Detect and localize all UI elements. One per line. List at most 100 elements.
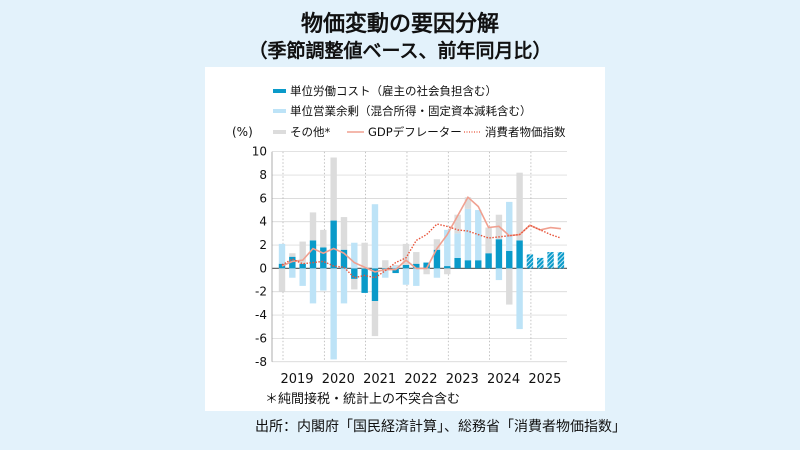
surplus-bar (351, 242, 358, 269)
surplus-bar (495, 268, 503, 281)
other-bar (289, 253, 296, 257)
source-note: 出所：内閣府「国民経済計算」、総務省「消費者物価指数」 (255, 419, 626, 435)
labor-cost-bar (557, 252, 565, 269)
labor-cost-bar (537, 257, 544, 269)
labor-cost-bar (351, 268, 358, 279)
other-bar (402, 243, 410, 265)
labor-cost-bar (495, 239, 503, 269)
other-bar (278, 268, 286, 292)
labor-cost-bar (444, 266, 451, 269)
other-bar (516, 172, 523, 241)
y-tick-label: 6 (259, 191, 267, 205)
labor-cost-bar (371, 268, 379, 302)
other-bar (299, 241, 306, 264)
labor-cost-bar (526, 254, 534, 269)
surplus-bar (464, 208, 472, 261)
surplus-bar (371, 204, 379, 269)
labor-cost-bar (402, 264, 410, 269)
labor-cost-bar (433, 249, 441, 269)
surplus-bar (289, 268, 296, 278)
surplus-bar (506, 201, 513, 251)
labor-cost-bar (464, 260, 472, 269)
surplus-bar (278, 243, 286, 264)
cpi-line (281, 223, 562, 279)
labor-cost-bar (289, 256, 296, 269)
y-tick-label: -2 (255, 285, 267, 299)
y-tick-label: 0 (259, 261, 267, 275)
surplus-bar (330, 268, 337, 360)
surplus-bar (402, 268, 410, 285)
other-bar (382, 260, 389, 269)
y-tick-label: 4 (259, 215, 267, 229)
surplus-bar (392, 266, 399, 269)
surplus-bar (454, 233, 461, 258)
other-bar (485, 227, 492, 254)
surplus-bar (444, 229, 451, 267)
legend-label-deflator: GDPデフレーター (368, 125, 462, 139)
y-tick-label: -8 (255, 355, 267, 369)
surplus-bar (382, 269, 389, 278)
labor-cost-bar (309, 240, 317, 269)
surplus-bar (433, 268, 441, 278)
x-tick-label: 2019 (280, 372, 313, 387)
labor-cost-bar (340, 249, 348, 269)
labor-cost-bar (547, 252, 554, 269)
x-tick-label: 2022 (404, 372, 437, 387)
x-tick-label: 2025 (528, 372, 561, 387)
other-bar (464, 197, 472, 209)
labor-cost-bar (299, 263, 306, 269)
other-bar (392, 264, 399, 267)
y-tick-label: 8 (259, 168, 267, 182)
footnote: ＊純間接税・統計上の不突合含む (265, 391, 460, 407)
legend-label-cpi: 消費者物価指数 (485, 125, 566, 139)
chart-subtitle: （季節調整値ベース、前年同月比） (248, 40, 552, 62)
legend-swatch-surplus (273, 109, 286, 113)
surplus-bar (340, 268, 348, 304)
other-bar (320, 229, 327, 248)
labor-cost-bar (454, 257, 461, 269)
chart-title: 物価変動の要因分解 (300, 12, 499, 37)
surplus-bar (309, 268, 317, 304)
other-bar (330, 157, 337, 221)
surplus-bar (320, 268, 327, 291)
labor-cost-bar (392, 268, 399, 274)
labor-cost-bar (320, 247, 327, 269)
y-tick-label: 2 (259, 238, 267, 252)
legend-swatch-labor (273, 89, 286, 93)
labor-cost-bar (516, 240, 523, 269)
y-tick-label: -4 (255, 308, 267, 322)
other-bar (361, 242, 368, 269)
y-tick-label: -6 (255, 331, 267, 345)
labor-cost-bar (506, 250, 513, 269)
labor-cost-bar (475, 260, 482, 269)
other-bar (309, 212, 317, 241)
legend-swatch-other (273, 130, 286, 134)
other-bar (351, 278, 358, 290)
labor-cost-bar (330, 220, 337, 269)
other-bar (454, 214, 461, 234)
x-tick-label: 2021 (363, 372, 396, 387)
other-bar (444, 268, 451, 275)
x-tick-label: 2023 (446, 372, 479, 387)
labor-cost-bar (485, 253, 492, 269)
labor-cost-bar (423, 262, 430, 269)
other-bar (371, 301, 379, 337)
other-bar (423, 268, 430, 275)
y-tick-label: 10 (252, 145, 267, 159)
labor-cost-bar (413, 263, 420, 269)
other-bar (506, 268, 513, 305)
surplus-bar (299, 268, 306, 286)
labor-cost-bar (361, 268, 368, 293)
legend-label-other: その他* (290, 125, 330, 139)
surplus-bar (516, 268, 523, 330)
legend-label-surplus: 単位営業余剰（混合所得・固定資本減耗含む） (290, 104, 532, 118)
y-axis-unit: (%) (232, 125, 253, 139)
legend-label-labor: 単位労働コスト（雇主の社会負担含む） (290, 84, 497, 98)
surplus-bar (413, 268, 420, 286)
x-tick-label: 2024 (487, 372, 520, 387)
x-tick-label: 2020 (322, 372, 355, 387)
other-bar (340, 217, 348, 250)
other-bar (413, 252, 420, 264)
other-bar (433, 239, 441, 250)
